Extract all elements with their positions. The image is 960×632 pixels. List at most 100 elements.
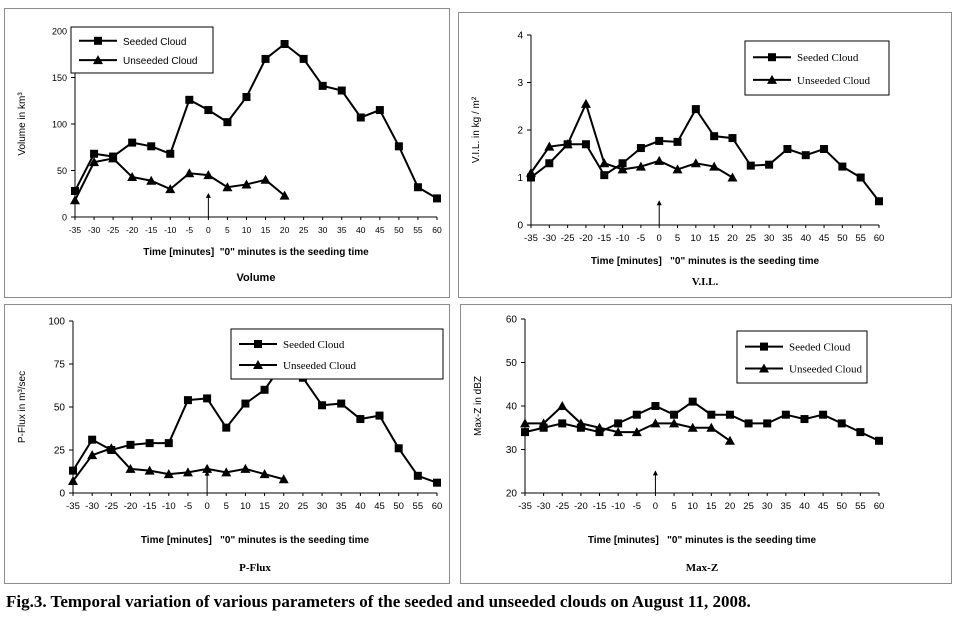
seeded-cloud-marker <box>558 419 567 428</box>
unseeded-cloud-marker <box>203 170 214 180</box>
seeded-cloud-marker <box>725 410 734 419</box>
seeded-cloud-marker <box>670 410 679 419</box>
x-tick-label: 40 <box>355 501 366 512</box>
legend-triangle-marker <box>767 74 777 84</box>
x-tick-label: 55 <box>413 225 423 235</box>
x-tick-label: -15 <box>593 501 607 512</box>
x-tick-label: -30 <box>537 501 551 512</box>
x-tick-label: 55 <box>413 501 424 512</box>
seeded-cloud-marker <box>242 93 251 102</box>
seeded-cloud-marker <box>166 149 175 158</box>
legend-label: Seeded Cloud <box>123 37 186 48</box>
unseeded-cloud-marker <box>222 182 233 192</box>
y-tick-label: 1 <box>517 173 523 184</box>
seeded-cloud-marker <box>433 194 441 203</box>
seeded-cloud-marker <box>337 399 346 408</box>
seeded-cloud-marker <box>147 142 156 151</box>
seeded-cloud-marker <box>728 134 737 143</box>
legend-square-marker <box>760 342 768 351</box>
panel-label: Volume <box>237 272 276 284</box>
seeded-cloud-marker <box>375 411 384 420</box>
seeded-cloud-marker <box>545 159 554 168</box>
x-tick-label: -25 <box>104 501 118 512</box>
y-axis-title: Volume in km³ <box>17 92 28 156</box>
y-tick-label: 60 <box>506 315 518 326</box>
seeded-cloud-marker <box>688 397 697 406</box>
seeded-cloud-marker <box>746 161 755 170</box>
seeded-cloud-marker <box>765 160 774 169</box>
x-tick-label: 40 <box>356 225 366 235</box>
seeded-cloud-marker <box>71 186 79 195</box>
x-tick-label: 50 <box>393 501 404 512</box>
unseeded-cloud-marker <box>520 418 530 428</box>
x-tick-label: 35 <box>336 501 347 512</box>
x-tick-label: 55 <box>855 501 866 512</box>
x-tick-label: 10 <box>691 233 702 244</box>
x-tick-label: -30 <box>88 225 101 235</box>
seeded-cloud-marker <box>128 138 137 147</box>
legend-triangle-marker <box>93 55 103 65</box>
legend-label: Seeded Cloud <box>283 339 345 351</box>
unseeded-cloud-marker <box>538 418 549 428</box>
y-tick-label: 100 <box>52 120 67 130</box>
seeded-cloud-marker <box>856 428 865 437</box>
y-tick-label: 4 <box>517 31 523 42</box>
x-tick-label: 20 <box>727 233 738 244</box>
seeded-cloud-marker <box>595 428 604 437</box>
x-tick-label: 15 <box>259 501 270 512</box>
seeded-cloud-marker <box>145 439 154 448</box>
x-tick-label: -15 <box>143 501 157 512</box>
volume-chart-panel: 0 50 100 150 200 -35 -30 -25 -20 -15 -10 -5 0 5 10 15 20… <box>4 8 450 298</box>
seeded-cloud-marker <box>636 144 645 153</box>
y-tick-label: 25 <box>54 446 66 457</box>
unseeded-cloud-line <box>74 157 286 201</box>
unseeded-cloud-marker <box>260 174 271 184</box>
y-tick-label: 0 <box>59 489 65 500</box>
y-tick-label: 0 <box>62 213 67 223</box>
y-tick-label: 20 <box>506 489 518 500</box>
x-tick-label: 20 <box>278 501 289 512</box>
seeded-cloud-marker <box>707 410 716 419</box>
unseeded-cloud-marker <box>617 164 628 174</box>
unseeded-cloud-marker <box>184 168 195 178</box>
x-tick-label: 15 <box>706 501 717 512</box>
seeded-cloud-marker <box>691 105 700 114</box>
seeding-arrow-head <box>652 470 658 476</box>
x-tick-label: 20 <box>725 501 736 512</box>
unseeded-cloud-marker <box>163 469 174 479</box>
x-axis-title: Time [minutes] "0" minutes is the seedin… <box>141 535 370 546</box>
unseeded-cloud-marker <box>650 418 661 428</box>
x-tick-label: -25 <box>107 225 120 235</box>
unseeded-cloud-marker <box>687 422 698 432</box>
y-tick-label: 75 <box>54 360 66 371</box>
x-tick-label: -10 <box>611 501 625 512</box>
x-tick-label: 0 <box>653 501 658 512</box>
y-tick-label: 200 <box>52 27 67 37</box>
x-tick-label: 10 <box>687 501 698 512</box>
unseeded-cloud-marker <box>278 474 289 484</box>
seeded-cloud-marker <box>337 86 346 95</box>
chart-svg: 0 50 100 150 200 -35 -30 -25 -20 -15 -10 -5 0 5 10 15 20… <box>17 26 442 284</box>
x-tick-label: 35 <box>782 233 793 244</box>
seeded-cloud-marker <box>710 132 719 141</box>
unseeded-cloud-marker <box>654 155 665 165</box>
seeded-cloud-marker <box>260 385 269 394</box>
unseeded-cloud-marker <box>690 158 701 168</box>
x-tick-label: 35 <box>337 225 347 235</box>
unseeded-cloud-marker <box>182 467 193 477</box>
seeded-cloud-marker <box>69 466 77 475</box>
legend-label: Seeded Cloud <box>789 342 851 354</box>
legend-square-marker <box>254 340 262 348</box>
x-tick-label: 40 <box>799 501 810 512</box>
unseeded-cloud-marker <box>279 190 290 200</box>
unseeded-cloud-marker <box>108 153 119 163</box>
seeded-cloud-marker <box>413 183 422 192</box>
seeded-cloud-marker <box>875 436 883 445</box>
y-tick-label: 50 <box>54 403 66 414</box>
x-tick-label: 0 <box>206 225 211 235</box>
y-axis-title: V.I.L. in kg / m² <box>471 96 482 163</box>
x-axis-title: Time [minutes] "0" minutes is the seedin… <box>143 247 369 258</box>
unseeded-cloud-marker <box>202 463 213 473</box>
seeded-cloud-marker <box>126 440 135 449</box>
seeded-cloud-marker <box>744 419 753 428</box>
